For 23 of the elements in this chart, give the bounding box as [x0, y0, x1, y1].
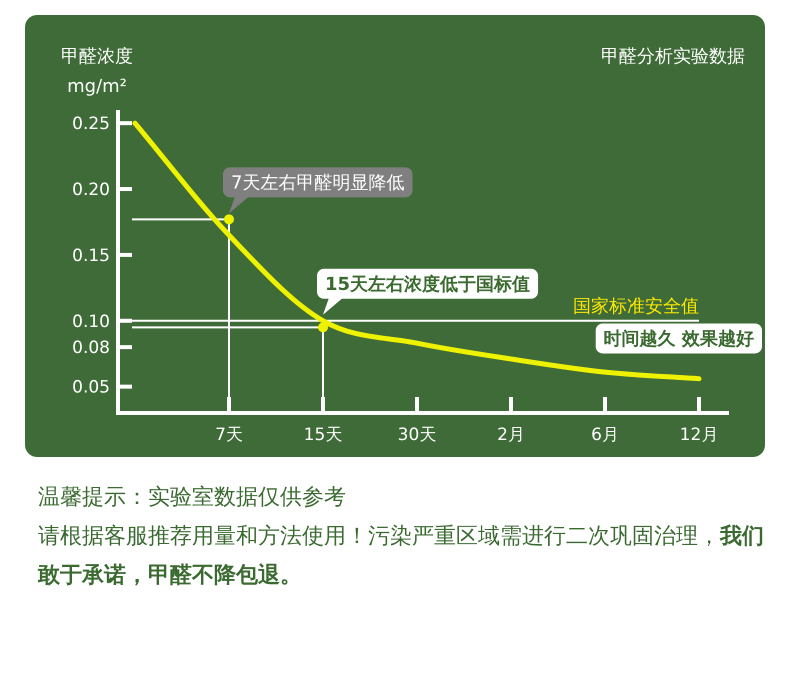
x-tick-label: 7天: [215, 425, 243, 445]
y-tick-label: 0.08: [72, 338, 110, 358]
annotation: 时间越久 效果越好: [604, 328, 754, 350]
ref-line-label: 国家标准安全值: [573, 296, 699, 317]
chart-title: 甲醛分析实验数据: [601, 46, 745, 67]
y-axis-title: 甲醛浓度 mg/m²: [61, 46, 133, 97]
callout: 15天左右浓度低于国标值: [317, 268, 538, 315]
x-tick-label: 2月: [497, 425, 525, 445]
y-tick-label: 0.25: [72, 114, 110, 134]
x-tick-label: 12月: [680, 425, 718, 445]
y-tick-label: 0.05: [72, 378, 110, 398]
x-tick-label: 30天: [398, 425, 436, 445]
y-tick-label: 0.10: [72, 312, 110, 332]
annotation: 7天左右甲醛明显降低: [231, 172, 404, 194]
y-tick-label: 0.20: [72, 180, 110, 200]
annotation: 15天左右浓度低于国标值: [325, 274, 530, 295]
x-tick-label: 6月: [591, 425, 619, 445]
text: 温馨提示：实验室数据仅供参考: [38, 485, 346, 510]
callout: 时间越久 效果越好: [596, 323, 762, 354]
x-tick-label: 15天: [304, 425, 342, 445]
text: 请根据客服推荐用量和方法使用！污染严重区域需进行二次巩固治理，我们敢于承诺，甲醛不降包退。: [38, 524, 764, 588]
callout: 7天左右甲醛明显降低: [223, 167, 412, 214]
y-tick-label: 0.15: [72, 246, 110, 266]
